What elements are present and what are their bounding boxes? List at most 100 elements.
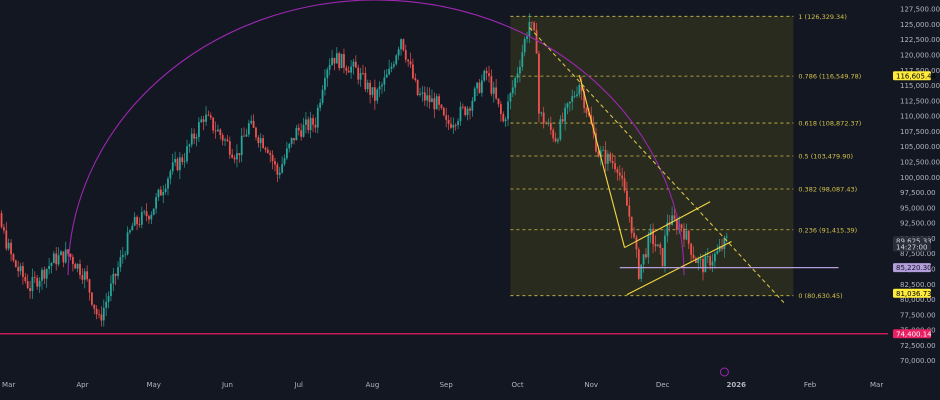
- candle-body: [150, 214, 153, 220]
- candle-body: [86, 271, 89, 280]
- candle-body: [412, 64, 414, 79]
- candle-body: [174, 158, 177, 163]
- candle-body: [480, 80, 483, 93]
- candle-body: [400, 39, 402, 50]
- candle-body: [38, 280, 41, 287]
- candle-body: [79, 263, 81, 276]
- candle-body: [195, 137, 198, 139]
- candle-body: [421, 92, 424, 94]
- candle-body: [10, 242, 12, 255]
- candle-body: [274, 161, 276, 165]
- candle-body: [250, 120, 253, 124]
- candle-body: [542, 112, 545, 124]
- candle-body: [697, 258, 700, 264]
- fib-level-label: 0.786 (116,549.78): [798, 73, 861, 81]
- candle-body: [119, 257, 122, 268]
- candle-body: [214, 130, 217, 132]
- candle-body: [283, 158, 286, 165]
- candle-body: [354, 61, 357, 68]
- candle-body: [369, 82, 372, 95]
- y-tick-label: 125,000.00: [900, 21, 940, 29]
- candle-body: [209, 115, 212, 118]
- candle-body: [231, 154, 234, 158]
- candle-body: [26, 281, 29, 289]
- candle-body: [285, 148, 288, 159]
- candle-body: [55, 253, 58, 265]
- candle-body: [483, 70, 486, 81]
- y-tick-label: 120,000.00: [900, 52, 940, 60]
- candle-body: [148, 216, 150, 220]
- candle-body: [718, 246, 721, 252]
- candle-body: [652, 228, 654, 245]
- y-tick-label: 100,000.00: [900, 174, 940, 182]
- candle-body: [333, 57, 336, 64]
- candle-body: [706, 256, 709, 257]
- candle-body: [266, 149, 269, 153]
- candle-body: [478, 82, 481, 93]
- candle-body: [321, 89, 324, 103]
- candle-body: [702, 258, 704, 273]
- candle-body: [340, 53, 343, 69]
- candle-body: [314, 124, 317, 128]
- candle-body: [661, 247, 664, 267]
- candle-body: [117, 267, 119, 277]
- trend-line[interactable]: [578, 75, 626, 248]
- candle-body: [245, 134, 248, 137]
- candle-body: [331, 57, 333, 66]
- candle-body: [181, 157, 184, 162]
- candle-body: [188, 144, 191, 147]
- candle-body: [243, 135, 245, 137]
- candle-body: [630, 216, 633, 233]
- x-tick-label: 2026: [727, 381, 747, 389]
- y-tick-label: 110,000.00: [900, 113, 940, 121]
- y-tick-label: 80,000.00: [900, 296, 936, 304]
- candle-body: [17, 267, 20, 272]
- candle-body: [611, 161, 614, 164]
- candle-body: [140, 212, 143, 225]
- candle-body: [511, 87, 514, 94]
- event-marker-icon[interactable]: [719, 367, 729, 377]
- candle-body: [464, 106, 467, 115]
- candle-body: [124, 254, 127, 256]
- candle-body: [435, 96, 438, 110]
- candle-body: [675, 219, 678, 230]
- candle-body: [680, 224, 683, 229]
- candle-body: [324, 78, 326, 90]
- candle-body: [428, 95, 431, 103]
- candle-body: [514, 77, 517, 88]
- x-tick-label: Sep: [440, 381, 454, 389]
- candle-body: [31, 277, 34, 291]
- candle-body: [295, 127, 298, 141]
- candle-body: [347, 70, 350, 73]
- candle-body: [164, 188, 167, 192]
- candle-body: [69, 253, 72, 257]
- candle-body: [409, 61, 412, 65]
- candle-body: [492, 87, 495, 94]
- y-tick-label: 102,500.00: [900, 158, 940, 166]
- x-tick-label: Jun: [221, 381, 233, 389]
- candle-body: [659, 244, 662, 248]
- candle-body: [711, 261, 714, 266]
- candle-body: [419, 93, 421, 96]
- candle-body: [566, 103, 569, 108]
- candle-body: [83, 271, 86, 280]
- candle-body: [530, 21, 533, 23]
- trend-line[interactable]: [624, 201, 711, 249]
- x-tick-label: May: [146, 381, 160, 389]
- arc-curve: [67, 0, 685, 276]
- candle-body: [433, 98, 436, 110]
- candle-body: [699, 258, 702, 260]
- candle-body: [623, 178, 626, 191]
- x-tick-label: Mar: [870, 381, 883, 389]
- candle-body: [656, 244, 659, 247]
- candle-body: [485, 70, 488, 74]
- candle-body: [76, 263, 79, 269]
- fib-level-label: 1 (126,329.34): [798, 13, 847, 21]
- candle-body: [618, 172, 621, 176]
- candle-body: [136, 216, 138, 225]
- candle-body: [205, 114, 207, 122]
- candle-body: [438, 96, 440, 105]
- candle-body: [81, 275, 84, 280]
- candle-body: [202, 119, 205, 122]
